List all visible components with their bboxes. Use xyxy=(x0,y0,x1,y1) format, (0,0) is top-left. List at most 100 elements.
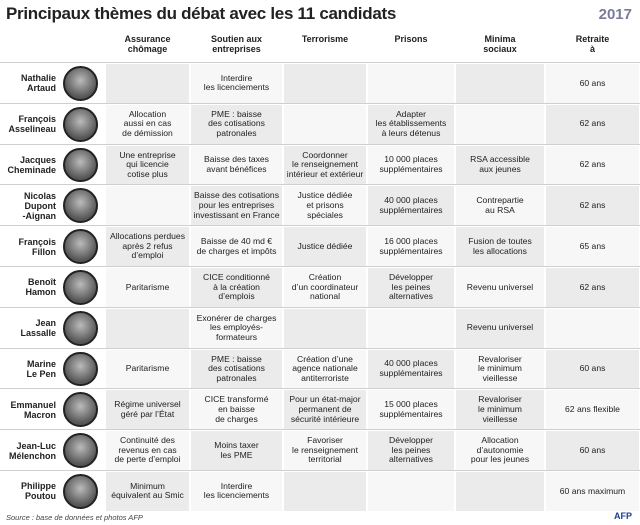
column-header: Prisons xyxy=(394,34,428,44)
table-cell: 16 000 places supplémentaires xyxy=(368,227,454,266)
table-cell xyxy=(368,308,454,348)
table-cell: Exonérer de charges les employés- format… xyxy=(191,308,282,348)
table-cell: Allocation aussi en cas de démission xyxy=(106,104,189,144)
table-cell: 62 ans xyxy=(546,186,639,226)
table-cell xyxy=(284,104,366,144)
table-cell xyxy=(546,308,639,348)
table-cell xyxy=(106,64,189,103)
candidate-photo xyxy=(63,474,98,509)
column-header: Retraite à xyxy=(575,34,610,54)
table-cell xyxy=(368,64,454,103)
table-cell: Allocations perdues après 2 refus d’empl… xyxy=(106,227,189,266)
table-cell: Interdire les licenciements xyxy=(191,64,282,103)
candidate-photo xyxy=(63,106,98,142)
column-header: Terrorisme xyxy=(301,34,349,44)
table-cell xyxy=(456,472,544,511)
candidate-photo xyxy=(63,270,98,305)
table-cell: Régime universel géré par l’État xyxy=(106,390,189,430)
table-cell: 10 000 places supplémentaires xyxy=(368,145,454,185)
table-cell xyxy=(284,64,366,103)
row-separator xyxy=(0,470,640,471)
row-separator xyxy=(0,102,640,104)
table-cell: Revenu universel xyxy=(456,308,544,348)
candidate-name: Jean-Luc Mélenchon xyxy=(8,440,56,461)
table-cell: 60 ans xyxy=(546,349,639,389)
table-cell: Allocation d’autonomie pour les jeunes xyxy=(456,431,544,470)
table-cell xyxy=(106,308,189,348)
table-cell: Baisse des taxes avant bénéfices xyxy=(191,145,282,185)
candidate-name: Emmanuel Macron xyxy=(10,399,56,420)
candidate-name: Benoît Hamon xyxy=(25,277,56,298)
table-cell: Minimum équivalent au Smic xyxy=(106,472,189,511)
table-cell: Fusion de toutes les allocations xyxy=(456,227,544,266)
table-cell: Pour un état-major permanent de sécurité… xyxy=(284,390,366,430)
table-cell: 62 ans xyxy=(546,145,639,185)
table-cell: CICE transformé en baisse de charges xyxy=(191,390,282,430)
table-cell: 65 ans xyxy=(546,227,639,266)
table-cell: Adapter les établissements à leurs déten… xyxy=(368,104,454,144)
table-cell: Moins taxer les PME xyxy=(191,431,282,470)
candidate-photo xyxy=(63,392,98,428)
candidate-name: Jean Lassalle xyxy=(20,318,56,339)
candidate-photo xyxy=(63,229,98,264)
table-cell xyxy=(456,104,544,144)
candidate-photo xyxy=(63,433,98,468)
row-separator xyxy=(0,429,640,431)
table-cell xyxy=(456,64,544,103)
table-cell: 15 000 places supplémentaires xyxy=(368,390,454,430)
table-cell: Développer les peines alternatives xyxy=(368,431,454,470)
table-cell: RSA accessible aux jeunes xyxy=(456,145,544,185)
table-cell xyxy=(284,308,366,348)
table-cell xyxy=(284,472,366,511)
table-cell: Paritarisme xyxy=(106,349,189,389)
column-header: Assurance chômage xyxy=(124,34,171,54)
table-cell: 62 ans flexible xyxy=(546,390,639,430)
candidate-name: Philippe Poutou xyxy=(20,481,56,502)
candidate-name: Jacques Cheminade xyxy=(7,154,56,175)
table-cell: Continuité des revenus en cas de perte d… xyxy=(106,431,189,470)
table-cell: PME : baisse des cotisations patronales xyxy=(191,349,282,389)
table-cell: Revenu universel xyxy=(456,268,544,307)
table-cell: 40 000 places supplémentaires xyxy=(368,349,454,389)
row-separator xyxy=(0,62,640,63)
table-cell xyxy=(368,472,454,511)
candidate-name: Marine Le Pen xyxy=(26,358,56,379)
table-cell: Création d’un coordinateur national xyxy=(284,268,366,307)
column-header: Soutien aux entreprises xyxy=(210,34,262,54)
table-cell: Baisse de 40 md € de charges et impôts xyxy=(191,227,282,266)
candidate-photo xyxy=(63,66,98,101)
column-header: Minima sociaux xyxy=(483,34,517,54)
candidate-name: François Asselineau xyxy=(8,114,56,135)
table-cell: Développer les peines alternatives xyxy=(368,268,454,307)
table-cell: Contrepartie au RSA xyxy=(456,186,544,226)
logo: 2017 xyxy=(598,6,632,23)
table-cell: Paritarisme xyxy=(106,268,189,307)
table-cell: Coordonner le renseignement intérieur et… xyxy=(284,145,366,185)
table-cell: 40 000 places supplémentaires xyxy=(368,186,454,226)
candidate-photo xyxy=(63,351,98,387)
table-cell: Justice dédiée et prisons spéciales xyxy=(284,186,366,226)
table-cell: Justice dédiée xyxy=(284,227,366,266)
table-cell: Baisse des cotisations pour les entrepri… xyxy=(191,186,282,226)
candidate-name: François Fillon xyxy=(18,236,56,257)
row-separator xyxy=(0,388,640,390)
table-cell: Favoriser le renseignement territorial xyxy=(284,431,366,470)
title: Principaux thèmes du débat avec les 11 c… xyxy=(6,4,396,23)
row-separator xyxy=(0,266,640,267)
row-separator xyxy=(0,306,640,308)
table-cell: Interdire les licenciements xyxy=(191,472,282,511)
candidate-photo xyxy=(63,147,98,183)
row-separator xyxy=(0,347,640,349)
table-cell: 62 ans xyxy=(546,268,639,307)
source: Source : base de données et photos AFP xyxy=(6,513,143,522)
row-separator xyxy=(0,184,640,186)
table-cell: CICE conditionné à la création d’emplois xyxy=(191,268,282,307)
table-cell: 62 ans xyxy=(546,104,639,144)
table-cell: Une entreprise qui licencie cotise plus xyxy=(106,145,189,185)
table-cell xyxy=(106,186,189,226)
table-cell: PME : baisse des cotisations patronales xyxy=(191,104,282,144)
row-separator xyxy=(0,225,640,227)
candidate-photo xyxy=(63,310,98,346)
candidate-name: Nathalie Artaud xyxy=(20,73,56,94)
